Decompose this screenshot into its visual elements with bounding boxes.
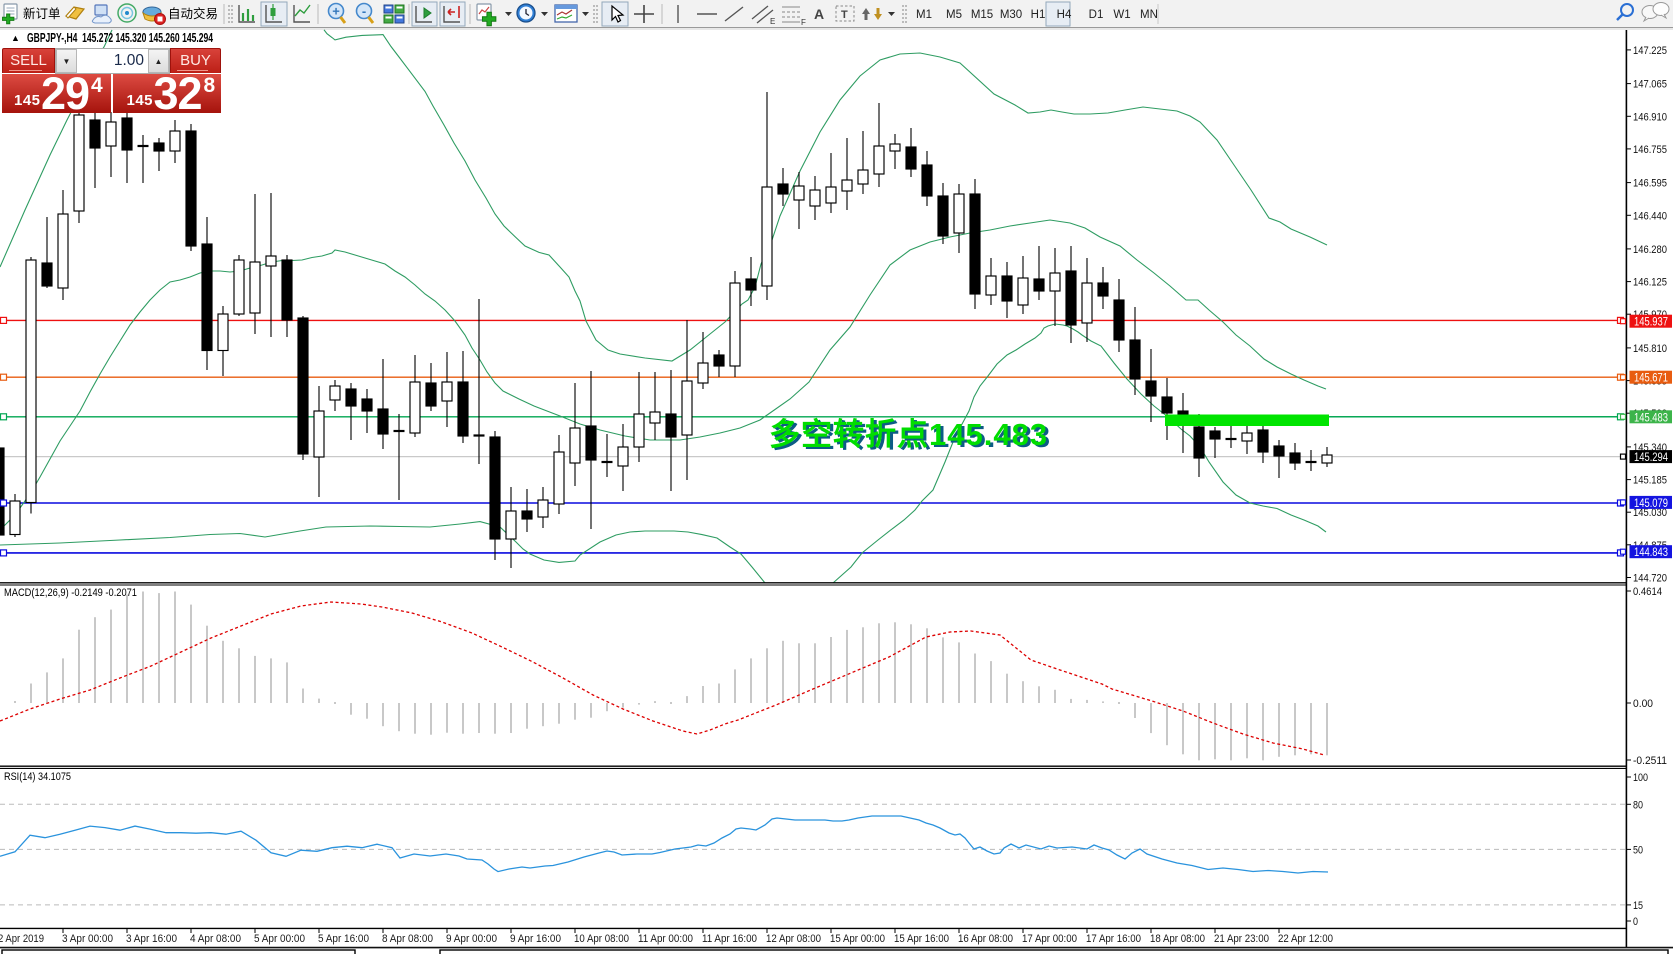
svg-text:145.671: 145.671: [1634, 373, 1668, 385]
svg-text:8 Apr 08:00: 8 Apr 08:00: [382, 933, 433, 945]
svg-text:5 Apr 00:00: 5 Apr 00:00: [254, 933, 305, 945]
svg-text:3 Apr 16:00: 3 Apr 16:00: [126, 933, 177, 945]
svg-text:GBPJPY-,H4 145.272 145.320 14: GBPJPY-,H4 145.272 145.320 145.260 145.2…: [27, 31, 213, 45]
svg-text:-: -: [362, 4, 366, 19]
svg-text:9 Apr 16:00: 9 Apr 16:00: [510, 933, 561, 945]
svg-text:147.225: 147.225: [1633, 45, 1667, 57]
svg-text:M1: M1: [916, 9, 932, 21]
svg-text:M5: M5: [946, 9, 962, 21]
svg-text:3 Apr 00:00: 3 Apr 00:00: [62, 933, 113, 945]
svg-text:15 Apr 00:00: 15 Apr 00:00: [830, 933, 885, 945]
svg-text:146.595: 146.595: [1633, 178, 1667, 190]
svg-text:0: 0: [1633, 916, 1638, 928]
svg-text:5 Apr 16:00: 5 Apr 16:00: [318, 933, 369, 945]
svg-text:多空转折点145.483: 多空转折点145.483: [772, 419, 1051, 454]
svg-text:多空转折点145.483: 多空转折点145.483: [769, 417, 1048, 452]
svg-text:新订单: 新订单: [23, 6, 61, 21]
svg-text:18 Apr 08:00: 18 Apr 08:00: [1150, 933, 1205, 945]
svg-text:11 Apr 16:00: 11 Apr 16:00: [702, 933, 757, 945]
svg-text:146.755: 146.755: [1633, 144, 1667, 156]
svg-text:9 Apr 00:00: 9 Apr 00:00: [446, 933, 497, 945]
svg-text:10 Apr 08:00: 10 Apr 08:00: [574, 933, 629, 945]
svg-text:147.065: 147.065: [1633, 79, 1667, 91]
svg-text:2 Apr 2019: 2 Apr 2019: [0, 933, 44, 945]
svg-text:80: 80: [1633, 799, 1643, 811]
svg-text:15: 15: [1633, 900, 1643, 912]
svg-text:A: A: [814, 6, 824, 22]
svg-text:100: 100: [1633, 772, 1648, 784]
svg-text:M15: M15: [971, 9, 993, 21]
svg-text:4 Apr 08:00: 4 Apr 08:00: [190, 933, 241, 945]
svg-text:144.843: 144.843: [1634, 547, 1668, 559]
svg-text:MN: MN: [1140, 9, 1158, 21]
svg-text:0.00: 0.00: [1633, 698, 1653, 710]
svg-text:0.4614: 0.4614: [1633, 586, 1662, 598]
svg-text:50: 50: [1633, 844, 1643, 856]
svg-text:M30: M30: [1000, 9, 1022, 21]
svg-text:145.483: 145.483: [1634, 412, 1668, 424]
svg-text:H4: H4: [1057, 9, 1072, 21]
svg-text:17 Apr 16:00: 17 Apr 16:00: [1086, 933, 1141, 945]
svg-text:146.440: 146.440: [1633, 210, 1667, 222]
svg-text:W1: W1: [1113, 9, 1130, 21]
svg-text:12 Apr 08:00: 12 Apr 08:00: [766, 933, 821, 945]
svg-text:E: E: [770, 17, 775, 26]
svg-text:146.280: 146.280: [1633, 244, 1667, 256]
svg-text:145.030: 145.030: [1633, 507, 1667, 519]
svg-text:17 Apr 00:00: 17 Apr 00:00: [1022, 933, 1077, 945]
svg-text:22 Apr 12:00: 22 Apr 12:00: [1278, 933, 1333, 945]
svg-text:H1: H1: [1031, 9, 1046, 21]
svg-text:15 Apr 16:00: 15 Apr 16:00: [894, 933, 949, 945]
svg-text:145.810: 145.810: [1633, 343, 1667, 355]
svg-text:-0.2511: -0.2511: [1633, 755, 1667, 767]
svg-text:MACD(12,26,9) -0.2149 -0.2071: MACD(12,26,9) -0.2149 -0.2071: [4, 587, 137, 599]
svg-text:+: +: [332, 4, 340, 19]
svg-text:T: T: [841, 9, 848, 21]
svg-text:自动交易: 自动交易: [168, 6, 218, 21]
svg-text:▲: ▲: [11, 33, 20, 43]
svg-text:RSI(14) 34.1075: RSI(14) 34.1075: [4, 771, 71, 783]
svg-text:21 Apr 23:00: 21 Apr 23:00: [1214, 933, 1269, 945]
svg-text:146.125: 146.125: [1633, 277, 1667, 289]
svg-text:144.720: 144.720: [1633, 573, 1667, 585]
svg-text:146.910: 146.910: [1633, 111, 1667, 123]
svg-text:D1: D1: [1089, 9, 1104, 21]
svg-text:11 Apr 00:00: 11 Apr 00:00: [638, 933, 693, 945]
svg-text:145.079: 145.079: [1634, 498, 1668, 510]
svg-text:F: F: [801, 18, 806, 27]
svg-text:145.294: 145.294: [1634, 452, 1668, 464]
svg-text:145.937: 145.937: [1634, 317, 1668, 329]
svg-text:145.185: 145.185: [1633, 475, 1667, 487]
svg-text:16 Apr 08:00: 16 Apr 08:00: [958, 933, 1013, 945]
